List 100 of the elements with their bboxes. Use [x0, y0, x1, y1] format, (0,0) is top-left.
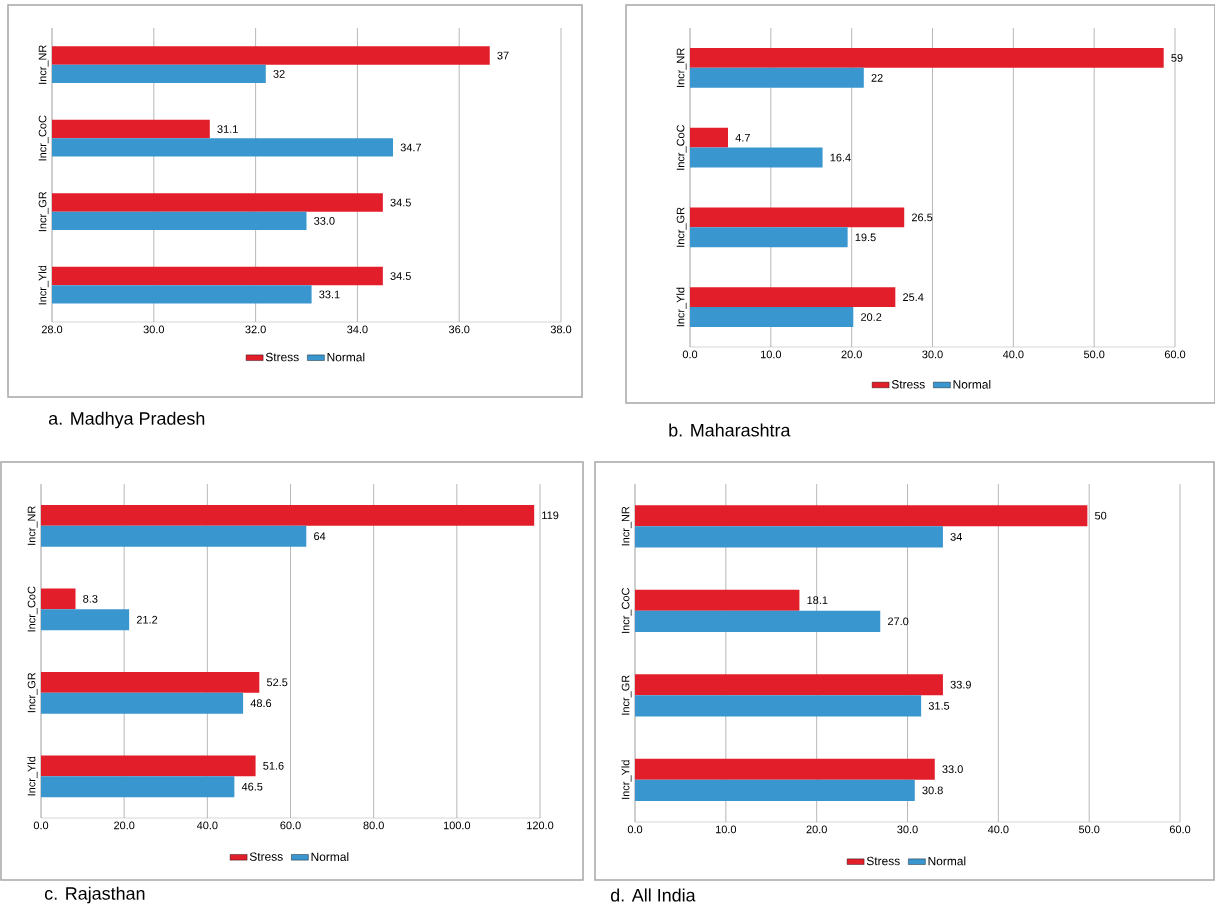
- y-tick-label: Incr_CoC: [38, 115, 49, 161]
- x-tick-label: 40.0: [987, 825, 1009, 834]
- bar: [635, 589, 800, 611]
- bar: [635, 758, 935, 780]
- x-tick-label: 60.0: [280, 821, 301, 830]
- x-tick-label: 20.0: [841, 350, 862, 359]
- x-tick-label: 28.0: [41, 325, 63, 334]
- bar: [690, 287, 896, 308]
- data-label: 33.1: [319, 290, 340, 299]
- bar: [41, 755, 256, 777]
- legend-label: Normal: [327, 352, 365, 362]
- bar: [690, 227, 848, 248]
- y-tick-label: Incr_NR: [676, 48, 687, 87]
- data-label: 27.0: [888, 617, 909, 626]
- x-tick-label: 0.0: [33, 821, 49, 830]
- bar: [690, 147, 823, 168]
- bar: [690, 207, 905, 228]
- bar: [41, 525, 307, 547]
- y-tick-label: Incr_Yld: [38, 265, 49, 305]
- x-tick-label: 30.0: [143, 325, 165, 334]
- bar: [41, 588, 76, 610]
- x-tick-label: 40.0: [196, 821, 218, 830]
- x-tick-label: 30.0: [897, 825, 918, 834]
- data-label: 22: [871, 74, 883, 82]
- bar: [41, 504, 535, 526]
- text: a. Madhya Pradesh: [48, 411, 205, 429]
- data-label: 34.5: [390, 272, 411, 280]
- bar: [635, 610, 881, 632]
- data-label: 52.5: [266, 678, 288, 687]
- y-tick-label: Incr_GR: [621, 675, 632, 715]
- bar: [635, 695, 922, 717]
- data-label: 31.5: [928, 701, 950, 710]
- x-tick-label: 20.0: [806, 825, 827, 834]
- data-label: 26.5: [911, 213, 933, 222]
- y-tick-label: Incr_Yld: [621, 760, 632, 799]
- data-label: 20.2: [861, 313, 882, 321]
- bar: [690, 307, 854, 328]
- x-tick-label: 10.0: [761, 350, 782, 359]
- y-tick-label: Incr_GR: [676, 207, 687, 247]
- bar: [635, 505, 1088, 527]
- y-tick-label: Incr_CoC: [27, 586, 38, 632]
- data-label: 34.7: [400, 143, 422, 152]
- y-tick-label: Incr_GR: [27, 672, 38, 713]
- bar: [690, 47, 1164, 68]
- y-tick-label: Incr_Yld: [676, 287, 687, 327]
- x-tick-label: 36.0: [448, 325, 470, 334]
- y-tick-label: Incr_CoC: [676, 124, 687, 170]
- data-label: 25.4: [903, 293, 924, 302]
- y-tick-label: Incr_GR: [38, 191, 49, 232]
- data-label: 119: [542, 511, 559, 520]
- bar: [635, 526, 943, 548]
- bar: [690, 127, 728, 148]
- y-tick-label: Incr_Yld: [27, 756, 38, 796]
- x-tick-label: 50.0: [1083, 350, 1105, 359]
- data-label: 19.5: [855, 233, 876, 242]
- data-label: 18.1: [807, 596, 828, 605]
- x-tick-label: 34.0: [347, 325, 368, 334]
- x-tick-label: 40.0: [1002, 350, 1024, 359]
- data-label: 51.6: [263, 761, 284, 770]
- text: d. All India: [610, 888, 696, 902]
- data-label: 4.7: [735, 133, 750, 142]
- legend-label: Normal: [928, 856, 966, 866]
- data-label: 33.9: [950, 680, 971, 689]
- text: c. Rajasthan: [44, 886, 145, 904]
- legend-label: Normal: [953, 379, 991, 389]
- x-tick-label: 120.0: [527, 821, 554, 830]
- data-label: 8.3: [83, 594, 98, 603]
- text: b. Maharashtra: [669, 423, 791, 437]
- x-tick-label: 0.0: [682, 350, 698, 359]
- bar: [41, 692, 244, 714]
- legend-label: Stress: [265, 352, 299, 362]
- y-tick-label: Incr_CoC: [621, 588, 632, 633]
- bar: [635, 674, 943, 696]
- data-label: 46.5: [241, 782, 263, 791]
- x-tick-label: 32.0: [245, 325, 266, 334]
- y-tick-label: Incr_NR: [27, 506, 38, 545]
- data-label: 30.8: [922, 786, 943, 795]
- bar: [41, 776, 235, 798]
- data-label: 59: [1171, 54, 1183, 62]
- x-tick-label: 30.0: [922, 350, 943, 359]
- legend-label: Normal: [311, 852, 349, 862]
- bar: [41, 671, 260, 693]
- legend-label: Stress: [891, 380, 925, 389]
- x-tick-label: 60.0: [1164, 350, 1186, 359]
- legend-label: Stress: [249, 852, 283, 861]
- data-label: 32: [273, 70, 285, 78]
- y-tick-label: Incr_NR: [621, 506, 632, 546]
- data-label: 48.6: [250, 699, 272, 708]
- x-tick-label: 0.0: [627, 825, 643, 834]
- data-label: 34: [950, 532, 962, 541]
- x-tick-label: 60.0: [1169, 825, 1191, 834]
- legend-label: Stress: [866, 856, 900, 866]
- x-tick-label: 50.0: [1078, 825, 1100, 834]
- x-tick-label: 38.0: [550, 325, 572, 334]
- data-label: 33.0: [314, 217, 335, 225]
- bar: [690, 67, 864, 88]
- data-label: 64: [314, 532, 326, 541]
- data-label: 21.2: [136, 615, 158, 624]
- data-label: 33.0: [942, 765, 963, 774]
- data-label: 50: [1094, 511, 1107, 520]
